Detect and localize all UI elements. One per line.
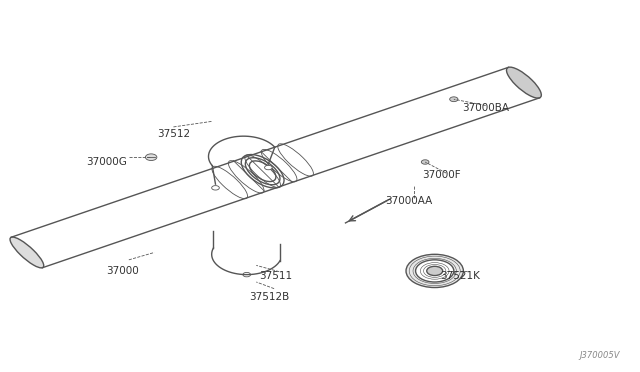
Text: 37000: 37000 (106, 266, 139, 276)
Text: 37000G: 37000G (86, 157, 127, 167)
Text: 37512: 37512 (157, 129, 190, 139)
Ellipse shape (406, 254, 463, 288)
Ellipse shape (10, 237, 44, 268)
Ellipse shape (506, 67, 541, 98)
Text: 37000F: 37000F (422, 170, 460, 180)
Text: 37511: 37511 (259, 272, 292, 282)
Text: 37521K: 37521K (440, 272, 480, 282)
Ellipse shape (145, 154, 157, 161)
Ellipse shape (415, 260, 454, 282)
Text: 37512B: 37512B (249, 292, 289, 302)
Text: 37000AA: 37000AA (385, 196, 433, 206)
Text: J370005V: J370005V (579, 350, 620, 359)
Ellipse shape (427, 266, 443, 276)
Ellipse shape (264, 165, 272, 170)
Ellipse shape (212, 186, 220, 190)
Text: 37000BA: 37000BA (462, 103, 509, 113)
Ellipse shape (421, 160, 429, 164)
Ellipse shape (243, 272, 250, 277)
Ellipse shape (450, 97, 458, 102)
